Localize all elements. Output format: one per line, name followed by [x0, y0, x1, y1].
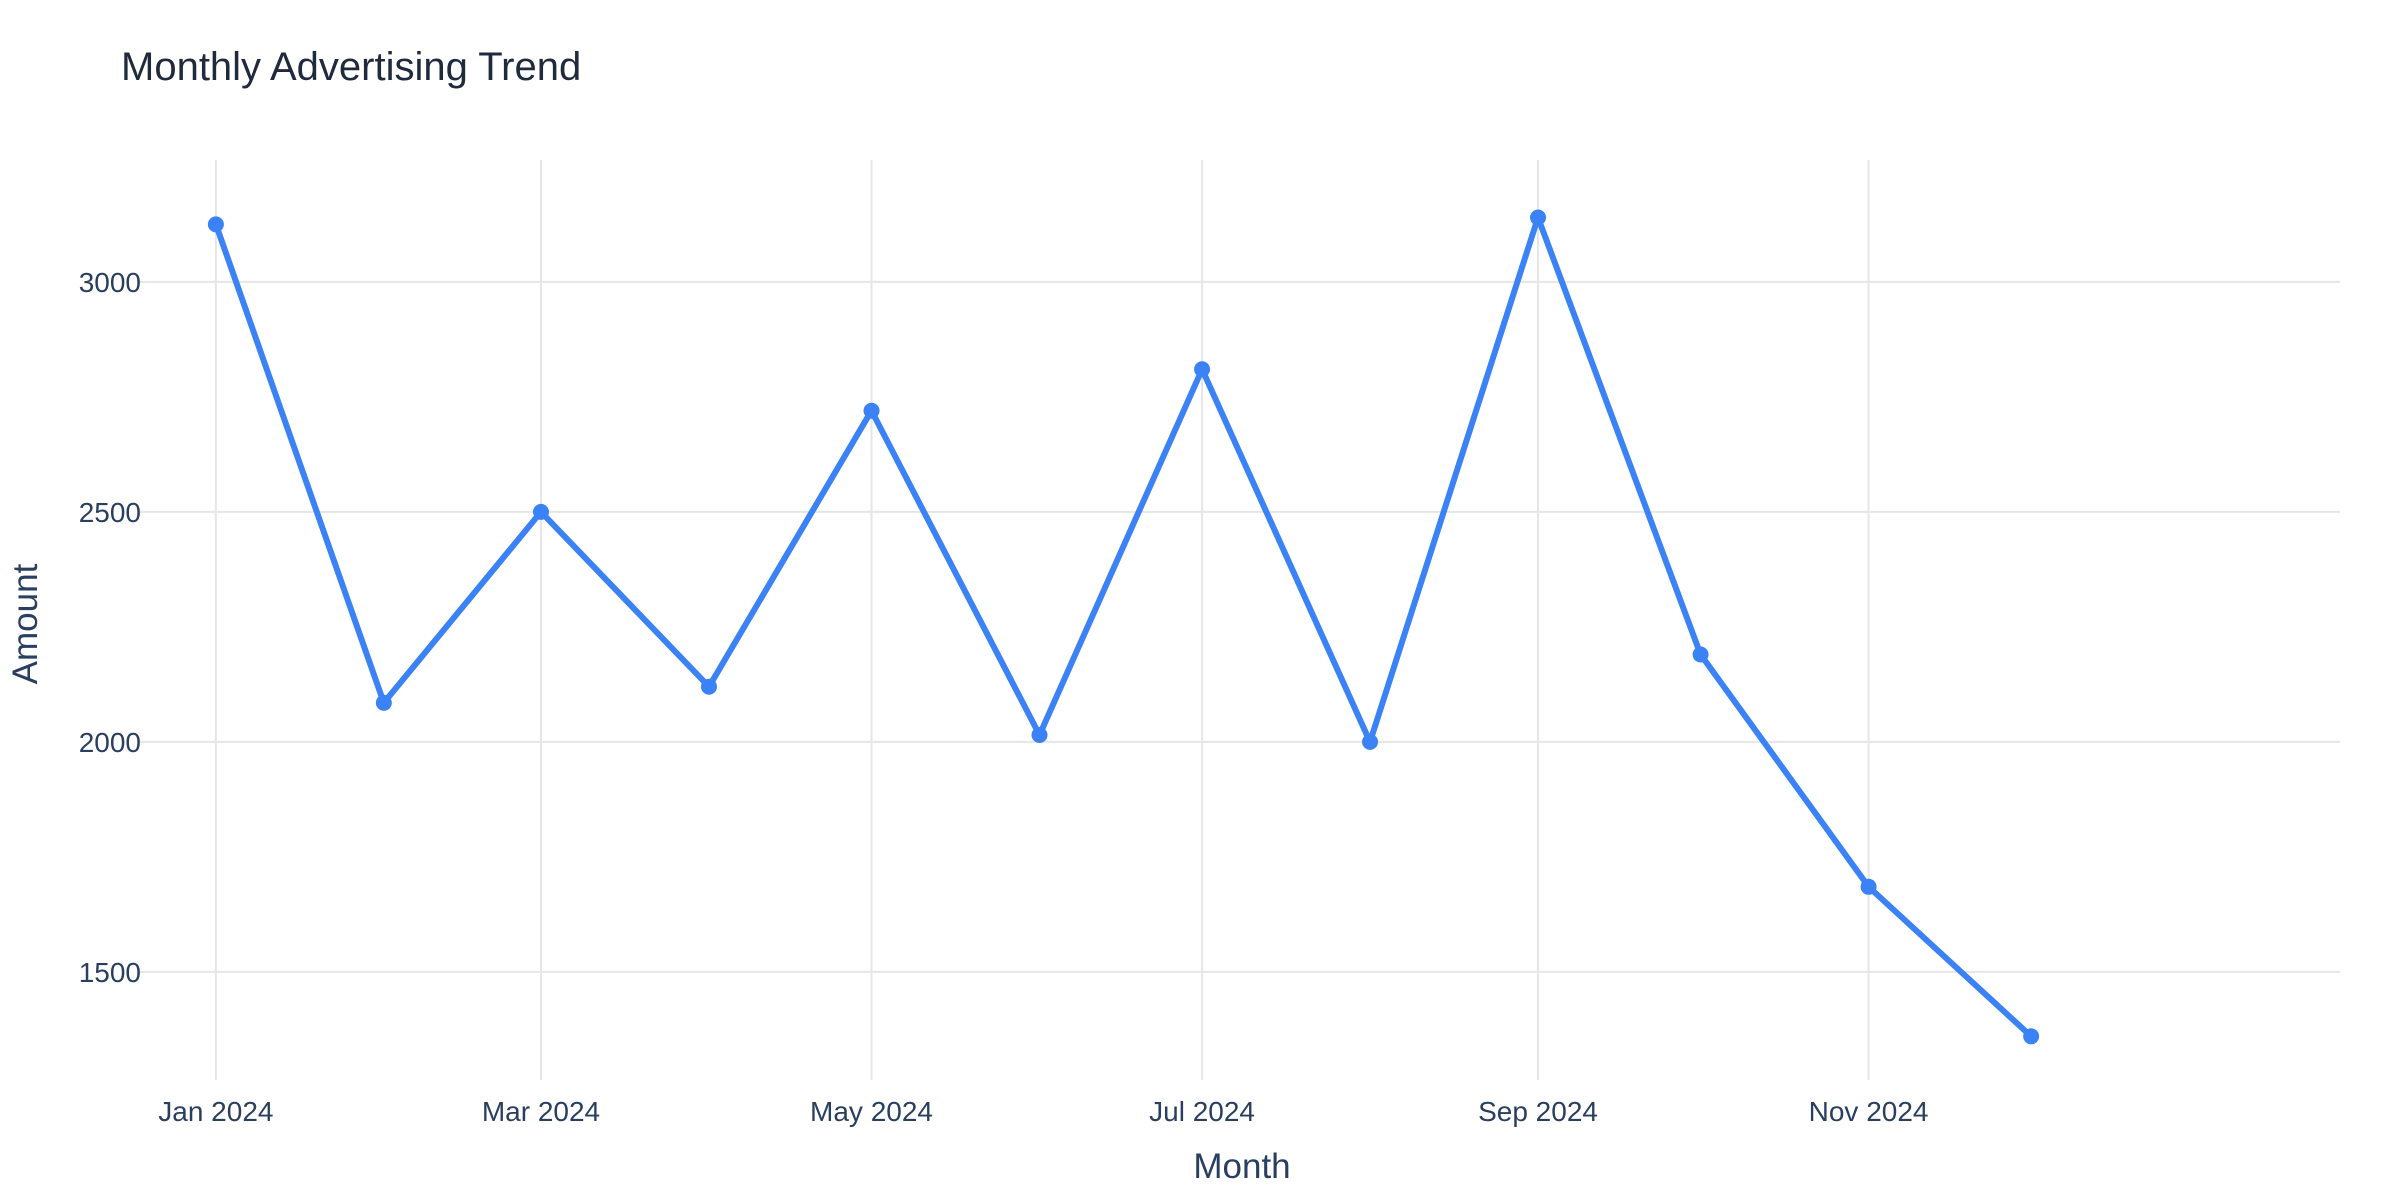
- data-point: [207, 216, 224, 233]
- x-axis-label: Month: [1193, 1147, 1290, 1186]
- y-gridlines: [140, 280, 2340, 973]
- data-point: [1530, 209, 1547, 226]
- y-tick-label: 2000: [79, 727, 141, 758]
- data-point: [532, 503, 549, 520]
- y-tick-label: 1500: [79, 957, 141, 988]
- x-tick-label: Mar 2024: [482, 1096, 600, 1127]
- series-layer: [207, 209, 2040, 1045]
- series-line: [212, 214, 2035, 1040]
- x-tick-label: Jul 2024: [1149, 1096, 1255, 1127]
- data-point: [1860, 878, 1877, 895]
- data-point: [1194, 361, 1211, 378]
- x-tick-label: Jan 2024: [158, 1096, 273, 1127]
- data-point: [1692, 646, 1709, 663]
- y-tick-label: 2500: [79, 497, 141, 528]
- x-tick-label: Sep 2024: [1478, 1096, 1598, 1127]
- y-tick-labels: 1500 2000 2500 3000: [79, 267, 141, 988]
- chart-title: Monthly Advertising Trend: [121, 45, 581, 89]
- data-point: [375, 694, 392, 711]
- y-axis-label: Amount: [6, 563, 45, 684]
- x-tick-label: May 2024: [810, 1096, 933, 1127]
- data-point: [863, 402, 880, 419]
- x-tick-label: Nov 2024: [1809, 1096, 1929, 1127]
- y-tick-label: 3000: [79, 267, 141, 298]
- data-point: [2023, 1028, 2040, 1045]
- data-point: [700, 678, 717, 695]
- x-tick-labels: Jan 2024 Mar 2024 May 2024 Jul 2024 Sep 2024…: [158, 1096, 1928, 1127]
- data-point: [1362, 733, 1379, 750]
- x-gridlines: [214, 160, 1870, 1080]
- data-point: [1031, 727, 1048, 743]
